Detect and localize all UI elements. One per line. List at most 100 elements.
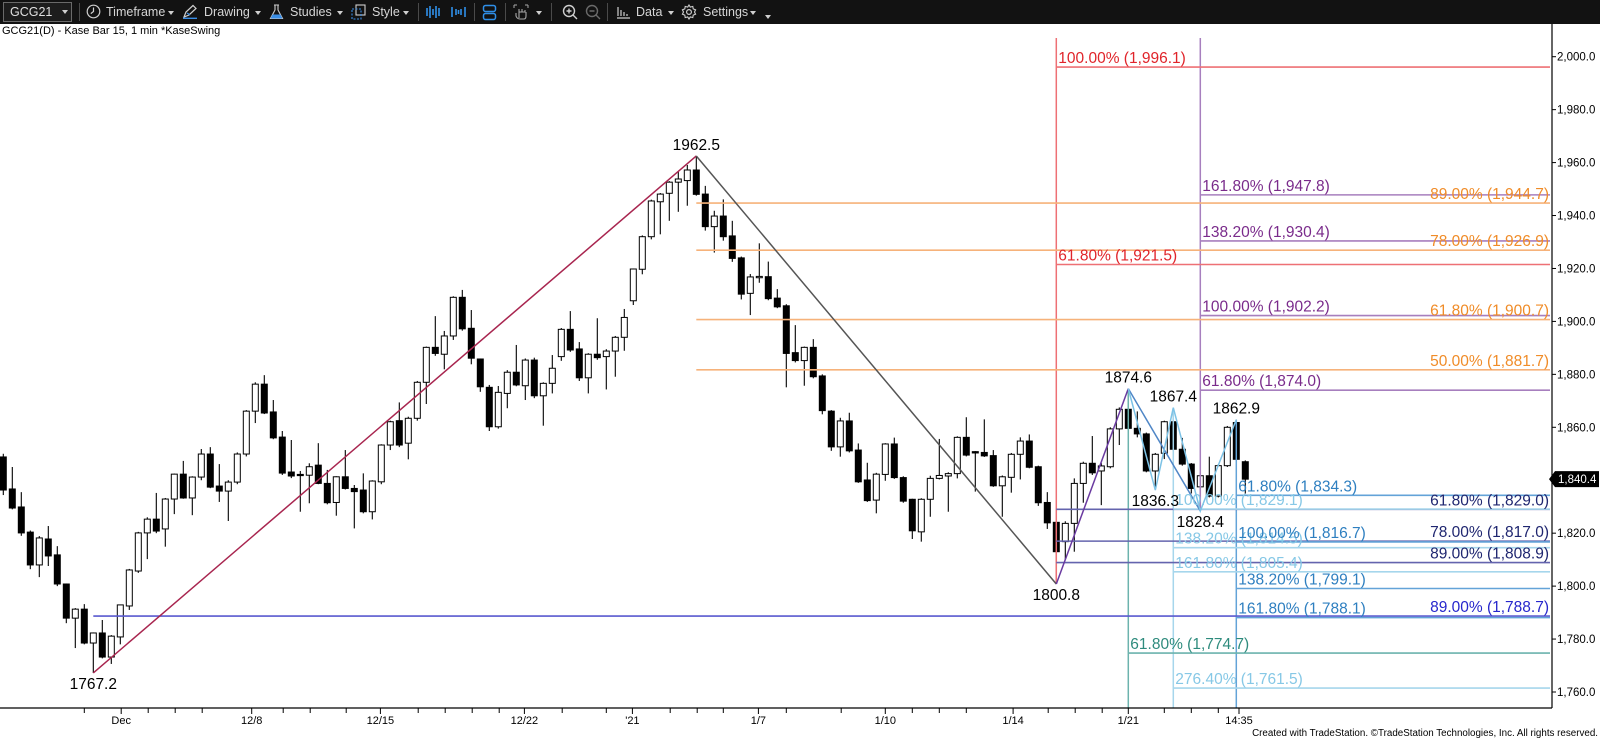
candle [800, 346, 808, 386]
candle-body [503, 371, 511, 394]
chevron-down-icon [168, 11, 174, 15]
candle [503, 370, 511, 409]
flask-icon [269, 4, 284, 20]
stacked-panes-icon[interactable] [482, 4, 497, 21]
candle [737, 256, 745, 300]
last-price-box [1549, 471, 1599, 488]
candle [980, 419, 988, 457]
candle [539, 382, 547, 426]
candle-body [89, 632, 97, 644]
candle [314, 443, 322, 485]
candle [638, 235, 646, 275]
candle-body [449, 296, 457, 337]
candle [62, 583, 70, 624]
candle-body [827, 410, 835, 448]
candle-body [647, 200, 655, 238]
fib-level-label: 138.20% (1,930.4) [1202, 224, 1330, 241]
candle-body [71, 608, 79, 619]
candle-body [440, 335, 448, 355]
candle [521, 358, 529, 401]
candle-body [611, 336, 619, 352]
candle-body [323, 482, 331, 504]
candle-body [674, 178, 682, 183]
candle [998, 475, 1006, 517]
swing-price-label: 1862.9 [1213, 401, 1260, 418]
candle-body [8, 488, 16, 509]
fib-level-label: 100.00% (1,902.2) [1202, 299, 1330, 316]
symbol-selector[interactable]: GCG21 [3, 2, 72, 22]
candle [26, 530, 34, 570]
candle-body [1007, 453, 1015, 478]
fib-level-label: 100.00% (1,829.1) [1175, 492, 1303, 509]
price-tick-label: 1,960.0 [1557, 158, 1595, 170]
swing-down-1962-1800-line[interactable] [695, 155, 1057, 585]
candle [809, 339, 817, 379]
candle [791, 325, 799, 363]
candle-body [845, 420, 853, 452]
price-tick-label: 1,760.0 [1557, 687, 1595, 699]
fib-level-label: 61.80% (1,874.0) [1202, 373, 1321, 390]
candle [215, 464, 223, 502]
candle-body [314, 464, 322, 484]
candle [566, 311, 574, 352]
swing-price-label: 1962.5 [673, 137, 720, 154]
gear-icon [681, 4, 697, 20]
timeframe-label: Timeframe [106, 5, 166, 19]
swing-up-1800-1874-line[interactable] [1055, 388, 1130, 585]
fib-level-label: 61.80% (1,921.5) [1058, 247, 1177, 264]
candle [98, 619, 106, 659]
candle-body [251, 383, 259, 412]
candle-body [566, 328, 574, 351]
candle-body [44, 538, 52, 557]
compress-bars-icon[interactable] [425, 4, 442, 20]
candle [116, 604, 124, 645]
candle-body [701, 193, 709, 228]
candle-body [890, 443, 898, 479]
candle-body [197, 453, 205, 478]
candle-body [935, 474, 943, 479]
data-label: Data [636, 5, 663, 19]
candle-body [656, 193, 664, 203]
candle-body [782, 305, 790, 354]
candle [134, 531, 142, 573]
candle-body [926, 477, 934, 500]
toolbar-separator [474, 3, 475, 21]
minor-zigzag-line[interactable] [1127, 388, 1237, 514]
candle [1241, 460, 1249, 494]
candle-body [179, 473, 187, 499]
candle-body [539, 382, 547, 397]
candle-body [1151, 453, 1159, 472]
candle-body [494, 391, 502, 428]
fib-level-label: 61.80% (1,774.7) [1130, 636, 1249, 653]
candle-body [899, 477, 907, 502]
candle-body [692, 169, 700, 195]
candle-body [791, 352, 799, 362]
candle-body [413, 381, 421, 419]
candle [17, 492, 25, 536]
swing-price-label: 1767.2 [70, 676, 117, 693]
candle-body [17, 506, 25, 534]
candle [368, 480, 376, 520]
toolbar-overflow-icon[interactable] [765, 15, 771, 19]
candle [323, 469, 331, 505]
candle [80, 604, 88, 645]
time-tick-label: 12/15 [367, 715, 395, 727]
candle-body [350, 487, 358, 493]
price-tick-label: 1,920.0 [1557, 263, 1595, 275]
candle [251, 382, 259, 424]
zoom-in-icon[interactable] [562, 4, 578, 20]
candle-body [998, 476, 1006, 487]
expand-bars-icon[interactable] [450, 4, 467, 20]
candle-body [359, 489, 367, 513]
candle-body [269, 411, 277, 439]
chevron-down-icon [337, 11, 343, 15]
zoom-out-icon[interactable] [585, 4, 601, 20]
candle-body [953, 436, 961, 475]
chevron-down-icon [536, 11, 542, 15]
candle-body [476, 358, 484, 388]
fib-level-label: 89.00% (1,808.9) [1430, 546, 1549, 563]
candle [71, 608, 79, 649]
candle [386, 420, 394, 451]
swing-up-1767-1962-line[interactable] [92, 155, 697, 674]
